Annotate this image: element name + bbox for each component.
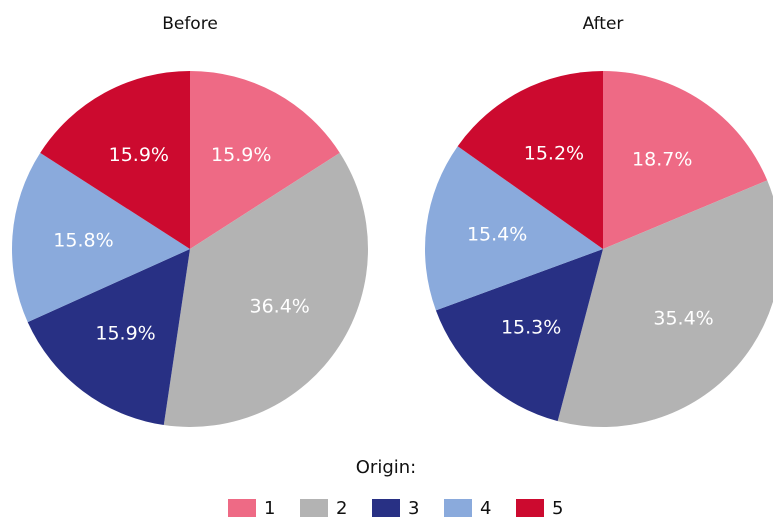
slice-label: 18.7% bbox=[632, 149, 692, 171]
slice-label: 15.3% bbox=[501, 316, 561, 338]
legend-title: Origin: bbox=[356, 457, 416, 478]
legend-swatch bbox=[228, 499, 256, 517]
legend-label: 2 bbox=[336, 498, 347, 517]
pie-slice bbox=[163, 152, 368, 428]
pie-slice bbox=[435, 249, 603, 422]
slice-label: 35.4% bbox=[653, 308, 713, 330]
pie-slice bbox=[190, 71, 340, 249]
slice-label: 15.2% bbox=[524, 143, 584, 165]
pie-slice bbox=[603, 71, 768, 249]
legend-swatch bbox=[300, 499, 328, 517]
slice-label: 15.4% bbox=[467, 223, 527, 245]
legend-label: 4 bbox=[480, 498, 491, 517]
slice-label: 15.9% bbox=[211, 144, 271, 166]
chart-title: Before bbox=[162, 14, 218, 34]
legend-label: 3 bbox=[408, 498, 419, 517]
slice-label: 36.4% bbox=[250, 295, 310, 317]
chart-title: After bbox=[583, 14, 624, 34]
slice-label: 15.8% bbox=[53, 230, 113, 252]
pie-slice bbox=[40, 71, 190, 249]
legend-label: 5 bbox=[552, 498, 563, 517]
pie-slice bbox=[457, 71, 603, 249]
pie-slice bbox=[11, 152, 190, 323]
pie-slice bbox=[27, 249, 190, 426]
slice-label: 15.9% bbox=[95, 323, 155, 345]
legend-label: 1 bbox=[264, 498, 275, 517]
legend-swatch bbox=[516, 499, 544, 517]
slice-label: 15.9% bbox=[109, 144, 169, 166]
legend-swatch bbox=[444, 499, 472, 517]
pie-slice bbox=[425, 146, 603, 311]
legend-swatch bbox=[372, 499, 400, 517]
pie-slice bbox=[557, 180, 773, 427]
